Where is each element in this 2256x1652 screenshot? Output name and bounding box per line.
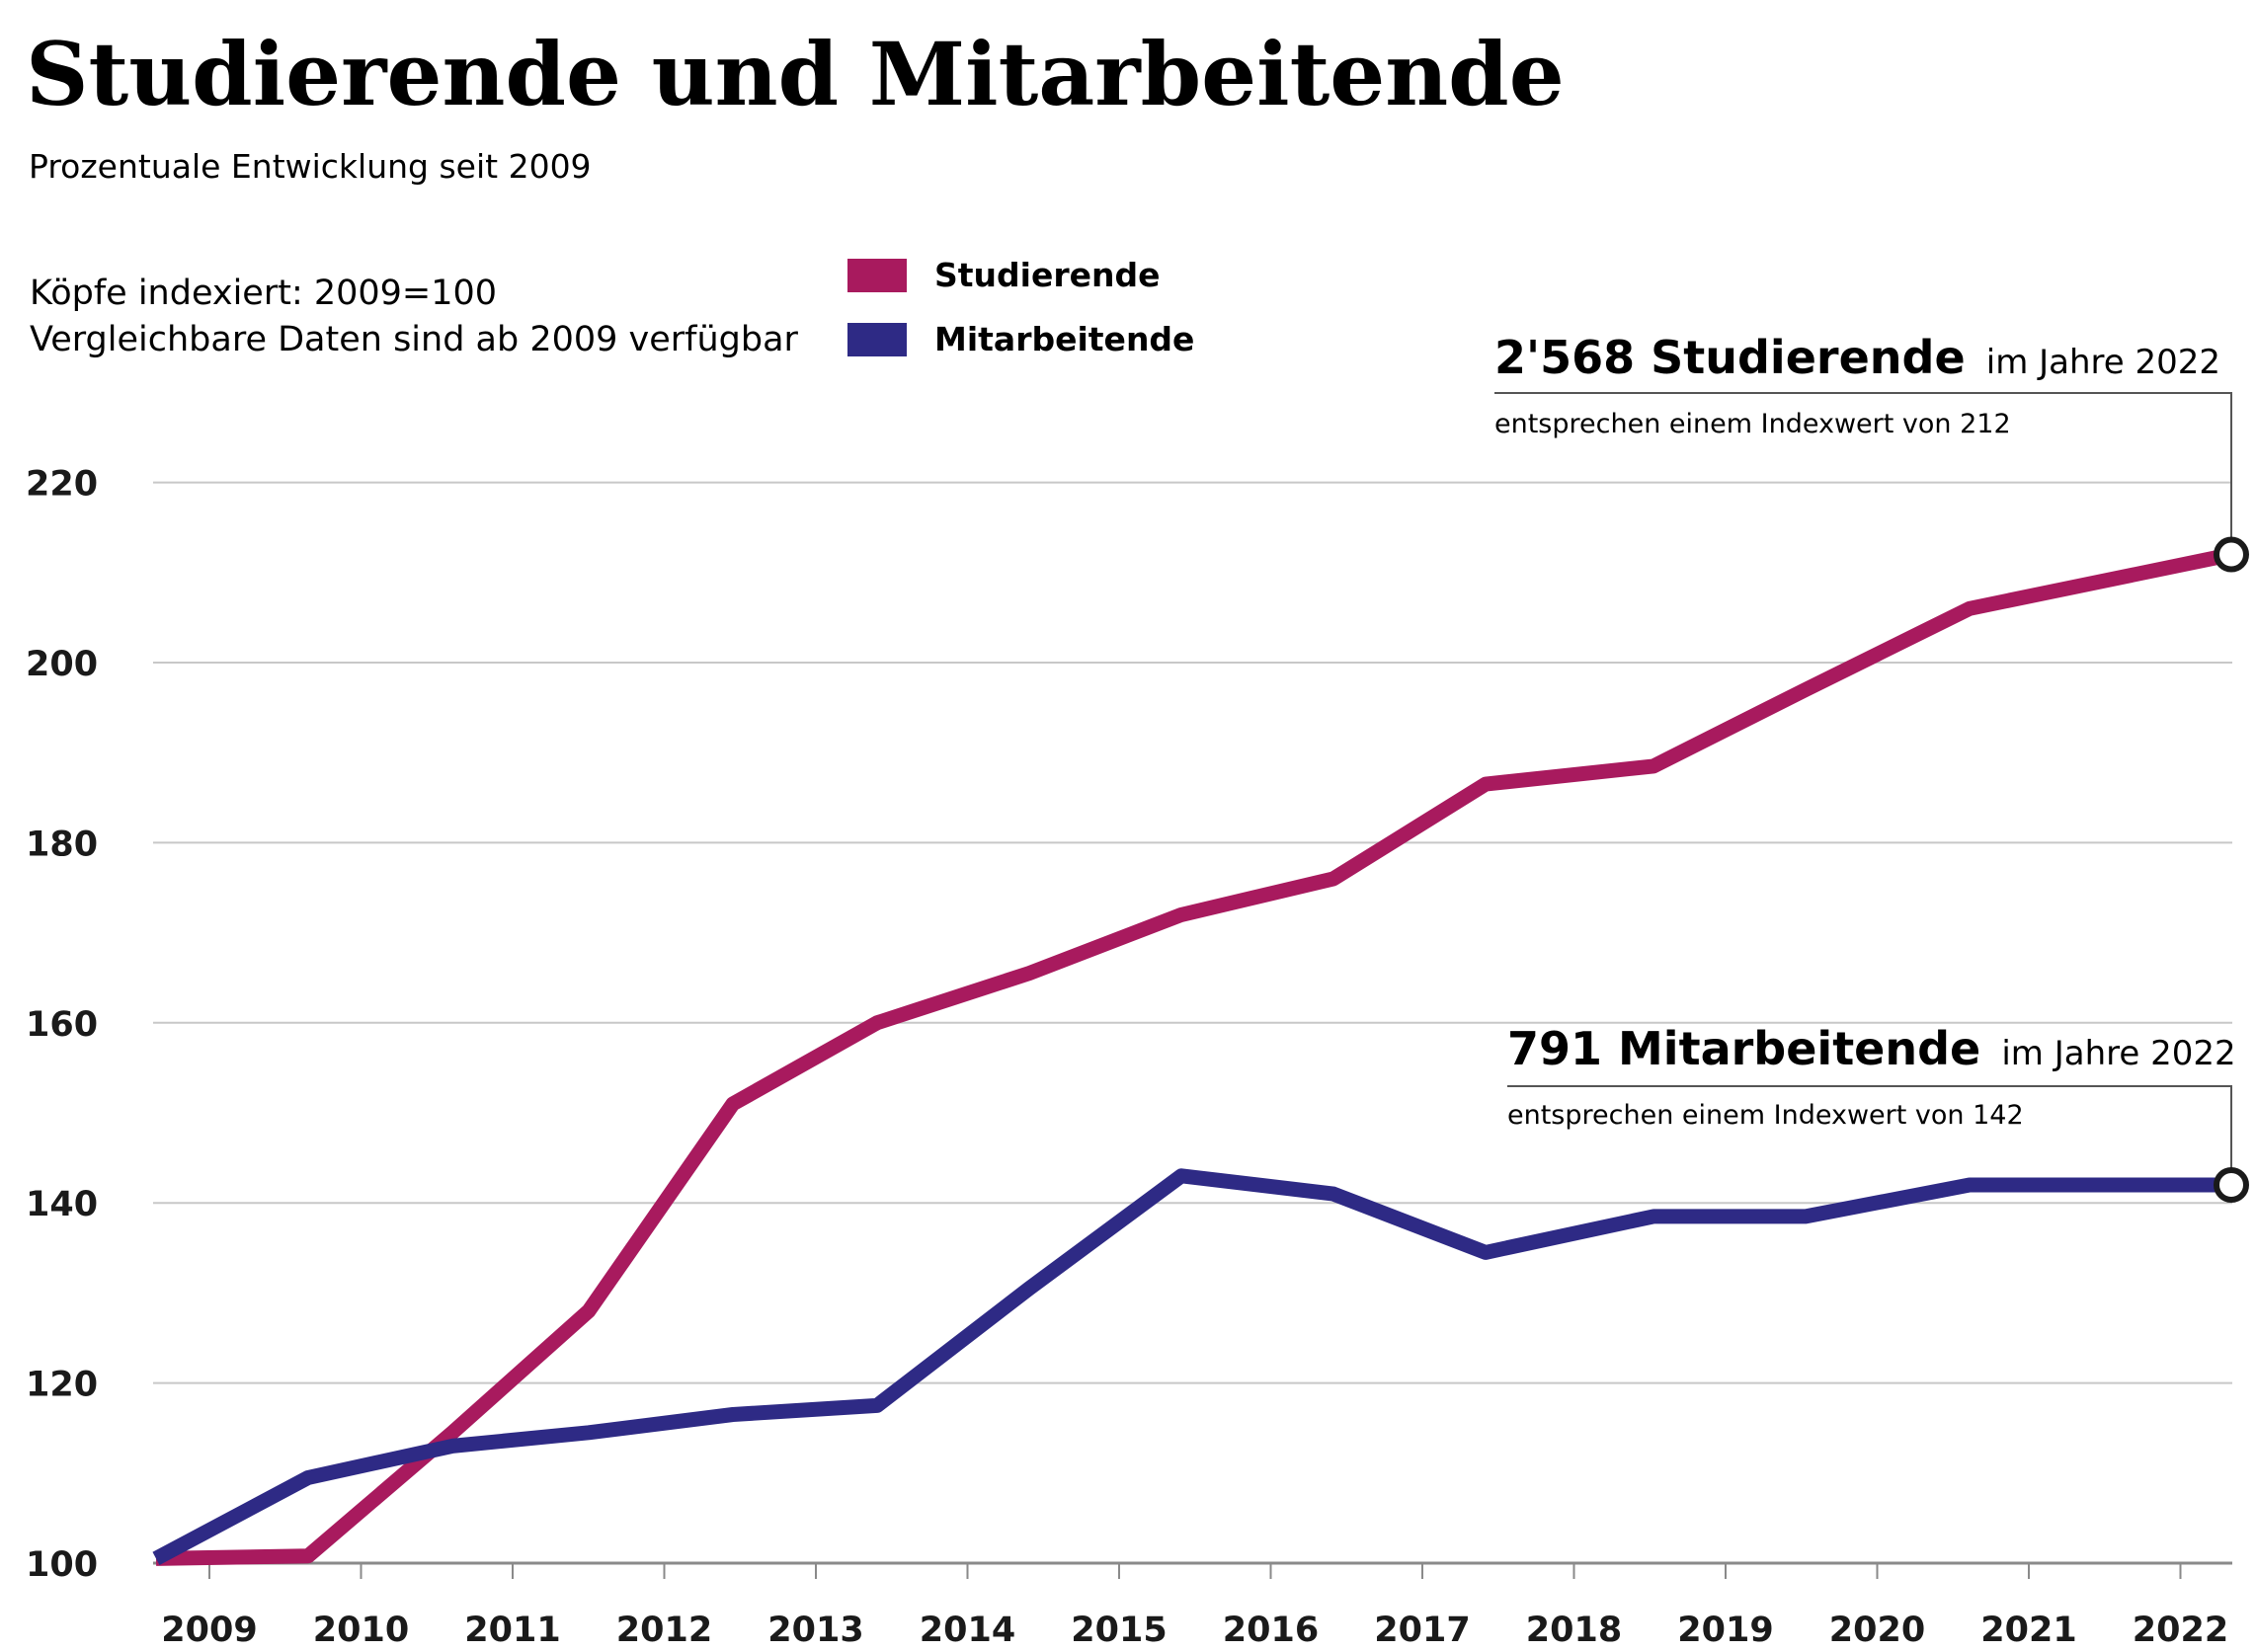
annotation-studierende-suffix: im Jahre 2022: [1986, 343, 2220, 382]
x-tick-label: 2019: [1677, 1611, 1773, 1650]
annotation-studierende-headline: 2'568 Studierende: [1494, 331, 1966, 384]
y-tick-label: 120: [26, 1366, 98, 1405]
svg-text:791 Mitarbeitende im Jah: 791 Mitarbeitende im Jahre 2022: [1507, 1022, 2236, 1075]
annotation-leader-mitarbeitende: [1507, 1085, 2232, 1170]
x-tick-label: 2011: [464, 1611, 560, 1650]
y-tick-label: 180: [26, 825, 98, 864]
annotation-studierende-detail: entsprechen einem Indexwert von 212: [1494, 409, 2011, 439]
annotation-mitarbeitende-headline: 791 Mitarbeitende: [1507, 1022, 1980, 1075]
x-tick-label: 2010: [313, 1611, 409, 1650]
svg-text:2'568 Studierende im Jah: 2'568 Studierende im Jahre 2022: [1494, 331, 2220, 384]
x-tick-label: 2021: [1980, 1611, 2076, 1650]
series-lines: [152, 547, 2233, 1566]
legend-label-mitarbeitende: Mitarbeitende: [934, 320, 1194, 358]
x-tick-label: 2022: [2133, 1611, 2228, 1650]
x-tick-label: 2017: [1374, 1611, 1470, 1650]
x-tick-label: 2018: [1526, 1611, 1622, 1650]
x-tick-label: 2013: [767, 1611, 863, 1650]
series-line-studierende: [155, 547, 2233, 1566]
x-tick-label: 2012: [616, 1611, 712, 1650]
x-axis-ticks: 2009 2010 2011 2012 2013 2014 2015 2016 2017 2018…: [161, 1563, 2228, 1650]
legend-label-studierende: Studierende: [934, 256, 1161, 294]
y-tick-label: 200: [26, 645, 98, 684]
series-line-mitarbeitende: [152, 1168, 2231, 1566]
chart-subtitle: Prozentuale Entwicklung seit 2009: [29, 147, 592, 186]
legend-swatch-mitarbeitende: [847, 323, 907, 356]
chart-title: Studierende und Mitarbeitende: [26, 23, 1565, 125]
annotation-mitarbeitende-detail: entsprechen einem Indexwert von 142: [1507, 1100, 2024, 1131]
annotation-studierende: 2'568 Studierende im Jahre 2022 entsprec…: [1494, 331, 2220, 439]
index-note: Köpfe indexiert: 2009=100: [30, 274, 497, 313]
end-marker-mitarbeitende: [2214, 1166, 2249, 1203]
y-tick-label: 160: [26, 1005, 98, 1045]
annotation-leaders: [1494, 392, 2232, 1170]
legend-swatch-studierende: [847, 259, 907, 292]
end-marker-studierende: [2214, 536, 2249, 573]
annotation-mitarbeitende-suffix: im Jahre 2022: [2001, 1034, 2235, 1073]
grid: [153, 481, 2232, 1384]
y-axis-ticks: 100 120 140 160 180 200 220: [26, 465, 98, 1585]
x-tick-label: 2014: [920, 1611, 1015, 1650]
y-tick-label: 140: [26, 1185, 98, 1224]
annotation-leader-studierende: [1494, 392, 2232, 540]
x-tick-label: 2009: [161, 1611, 257, 1650]
x-tick-label: 2016: [1223, 1611, 1319, 1650]
y-tick-label: 100: [26, 1545, 98, 1585]
end-markers: [2214, 536, 2249, 1203]
legend: Studierende Mitarbeitende: [847, 256, 1194, 358]
y-tick-label: 220: [26, 465, 98, 505]
availability-note: Vergleichbare Daten sind ab 2009 verfügb…: [30, 320, 799, 359]
x-tick-label: 2015: [1071, 1611, 1167, 1650]
annotation-mitarbeitende: 791 Mitarbeitende im Jahre 2022 entsprec…: [1507, 1022, 2236, 1131]
x-tick-label: 2020: [1829, 1611, 1925, 1650]
